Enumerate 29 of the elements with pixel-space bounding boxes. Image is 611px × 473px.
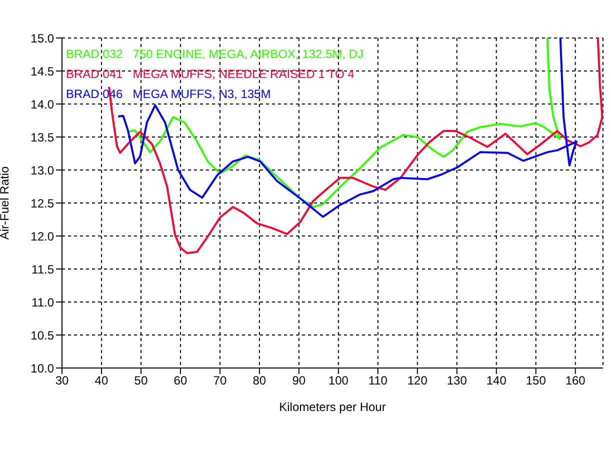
x-tick-label: 60 <box>174 374 188 388</box>
x-tick-label: 140 <box>486 374 507 388</box>
y-axis-title: Air-Fuel Ratio <box>0 166 12 240</box>
x-tick-label: 70 <box>213 374 227 388</box>
y-tick-label: 11.0 <box>32 295 54 310</box>
x-tick-label: 130 <box>446 374 468 388</box>
text: BRAD 032 750 ENGINE, MEGA, AIRBOX, 132.5M, DJ <box>66 46 364 63</box>
y-tick-label: 14.5 <box>30 64 54 78</box>
x-tick-label: 80 <box>252 374 266 388</box>
text: BRAD 041 MEGA MUFFS, NEEDLE RAISED 1 TO 4 <box>66 66 356 83</box>
x-tick-label: 120 <box>407 374 428 388</box>
x-tick-label: 40 <box>94 374 108 388</box>
y-tick-label: 13.5 <box>30 130 54 144</box>
x-tick-label: 30 <box>55 374 69 388</box>
y-tick-label: 10.5 <box>30 328 54 342</box>
x-axis-title: Kilometers per Hour <box>279 400 386 414</box>
y-tick-label: 12.0 <box>30 229 54 244</box>
y-tick-label: 11.5 <box>32 262 54 276</box>
y-tick-label: 13.0 <box>30 163 54 178</box>
x-tick-label: 110 <box>368 374 388 388</box>
y-tick-label: 15.0 <box>30 31 54 46</box>
x-tick-label: 150 <box>526 374 546 388</box>
y-tick-label: 10.0 <box>30 361 54 376</box>
x-tick-label: 50 <box>134 374 148 388</box>
x-tick-label: 160 <box>565 374 586 388</box>
x-tick-label: 90 <box>292 374 306 388</box>
x-tick-label: 100 <box>328 374 349 388</box>
y-tick-label: 14.0 <box>30 97 54 112</box>
y-tick-label: 12.5 <box>30 196 54 210</box>
